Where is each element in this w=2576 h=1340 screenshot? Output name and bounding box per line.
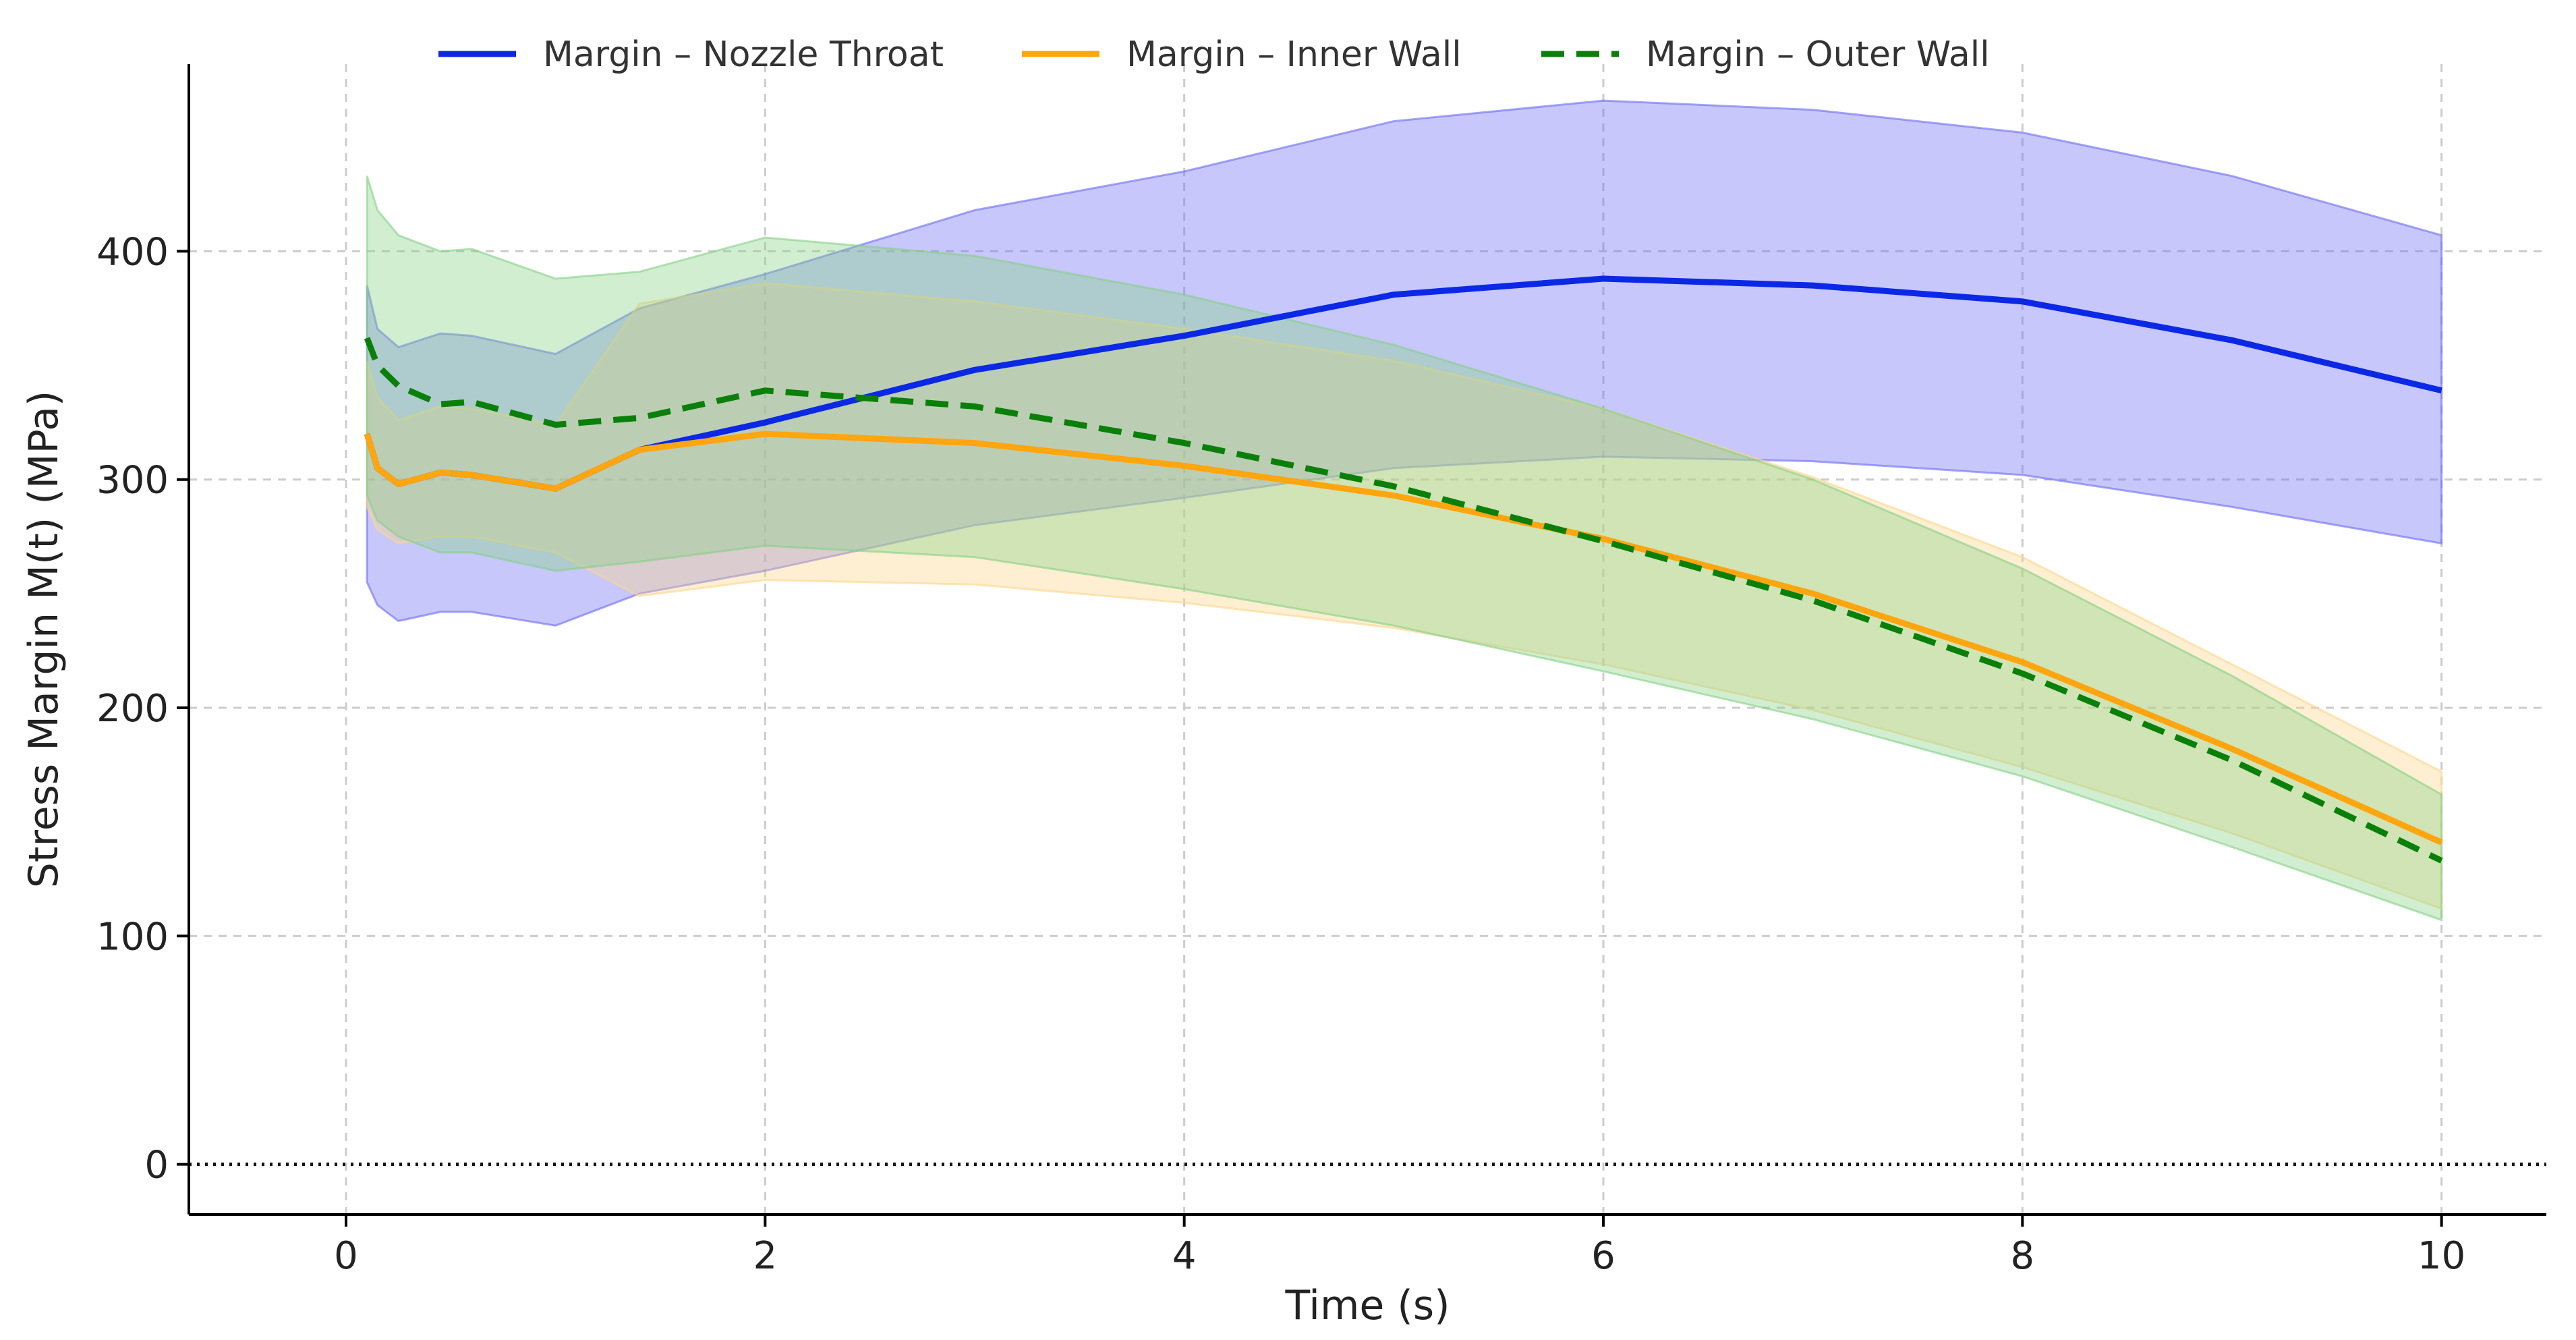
y-tick-label: 100 [96, 915, 169, 959]
series-lines [364, 275, 2443, 864]
legend-label-2: Margin – Inner Wall [1126, 34, 1462, 75]
y-tick-label: 200 [96, 687, 169, 731]
band-series-3 [366, 175, 2443, 922]
legend-label-1: Margin – Nozzle Throat [543, 34, 944, 75]
x-tick-label: 0 [334, 1234, 358, 1278]
y-tick-label: 0 [144, 1144, 169, 1188]
x-tick-label: 4 [1172, 1234, 1197, 1278]
x-tick-label: 10 [2417, 1234, 2465, 1278]
axes [177, 64, 2546, 1227]
legend: Margin – Nozzle Throat Margin – Inner Wal… [438, 34, 1990, 75]
x-tick-label: 8 [2011, 1234, 2035, 1278]
x-tick-label: 6 [1591, 1234, 1615, 1278]
line-series-2 [364, 430, 2443, 845]
x-axis-label: Time (s) [1285, 1282, 1450, 1329]
uncertainty-bands [366, 99, 2443, 922]
y-tick-label: 300 [96, 459, 169, 503]
line-series-3 [364, 337, 2443, 864]
y-axis-label: Stress Margin M(t) (MPa) [20, 391, 67, 889]
y-tick-label: 400 [96, 230, 169, 274]
legend-label-3: Margin – Outer Wall [1646, 34, 1990, 75]
x-tick-label: 2 [753, 1234, 778, 1278]
